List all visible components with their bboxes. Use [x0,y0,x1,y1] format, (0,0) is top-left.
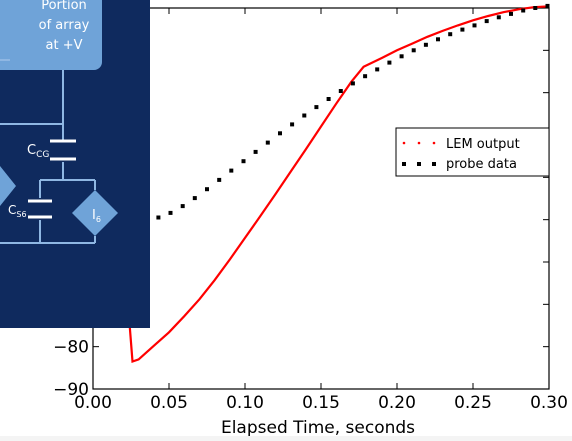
x-tick-label: 0.15 [302,393,340,413]
lem-output-line [126,5,550,364]
probe-data-point [278,131,282,136]
inset-wires [0,59,96,244]
probe-data-point [229,168,234,173]
probe-data-point [302,113,307,118]
probe-data-point [350,81,355,86]
capacitor-s6-symbol [28,199,52,219]
inset-box-line-1: Portion [41,0,87,13]
x-tick-label: 0.20 [378,393,416,413]
probe-data-point [338,89,343,93]
probe-data-point [460,27,465,32]
inset-array-box [0,0,102,70]
x-axis-title: Elapsed Time, seconds [221,418,415,438]
y-tick-label: −80 [53,338,89,358]
x-tick-label: 0.30 [530,393,568,413]
bottom-cropped-strip [0,436,572,441]
probe-data-point [326,97,331,101]
probe-data-point [205,187,209,192]
legend: LEM output probe data [395,127,550,177]
capacitor-cg-label: CCG [27,143,49,160]
probe-data-point [533,6,538,10]
inset-circuit-diagram: Portion of array at +V CCG CS6 [0,0,150,328]
probe-data-point [375,67,380,72]
probe-data-point [399,54,404,59]
probe-data-point [265,140,270,145]
series-lem-output [126,5,550,364]
y-tick-label: −90 [53,380,89,400]
probe-data-point [496,15,501,20]
legend-marker-probe [402,162,436,166]
partial-current-source-symbol [0,166,16,206]
probe-data-point [387,60,392,65]
probe-data-point [217,177,222,182]
capacitor-s6-label: CS6 [8,203,27,219]
probe-data-point [423,42,428,47]
probe-data-point [192,196,197,201]
probe-data-point [411,48,416,53]
probe-data-point [168,210,173,215]
probe-data-point [314,105,319,110]
probe-data-point [545,3,550,8]
x-tick-label: 0.10 [226,393,264,413]
series-probe-data [156,3,550,220]
inset-box-line-3: at +V [46,38,83,53]
legend-box [395,127,550,177]
probe-data-point [436,37,440,42]
x-tick-label: 0.05 [150,393,188,413]
probe-data-point [156,215,161,220]
probe-data-point [521,8,526,13]
plot-frame [92,7,550,390]
inset-box-line-2: of array [39,18,90,33]
current-source-i6-label: I6 [92,208,101,224]
probe-data-point [363,74,368,79]
x-tick-label: 0.00 [74,393,112,413]
x-tick-label: 0.25 [454,393,492,413]
probe-data-point [509,11,513,16]
legend-label-probe: probe data [446,157,517,172]
probe-data-point [448,32,453,37]
probe-data-point [484,19,489,24]
probe-data-point [253,149,258,154]
probe-data-point [180,204,185,209]
legend-marker-lem [402,141,436,145]
current-source-i6-symbol [72,190,118,236]
probe-data-point [241,159,246,164]
x-axis-ticks: 0.00 0.05 0.10 0.15 0.20 0.25 0.30 [74,8,568,413]
y-axis-ticks: −80 −90 [53,7,549,400]
legend-label-lem: LEM output [446,137,520,152]
capacitor-cg-symbol [50,139,76,161]
probe-data-point [472,23,477,28]
probe-data-point [290,122,295,127]
